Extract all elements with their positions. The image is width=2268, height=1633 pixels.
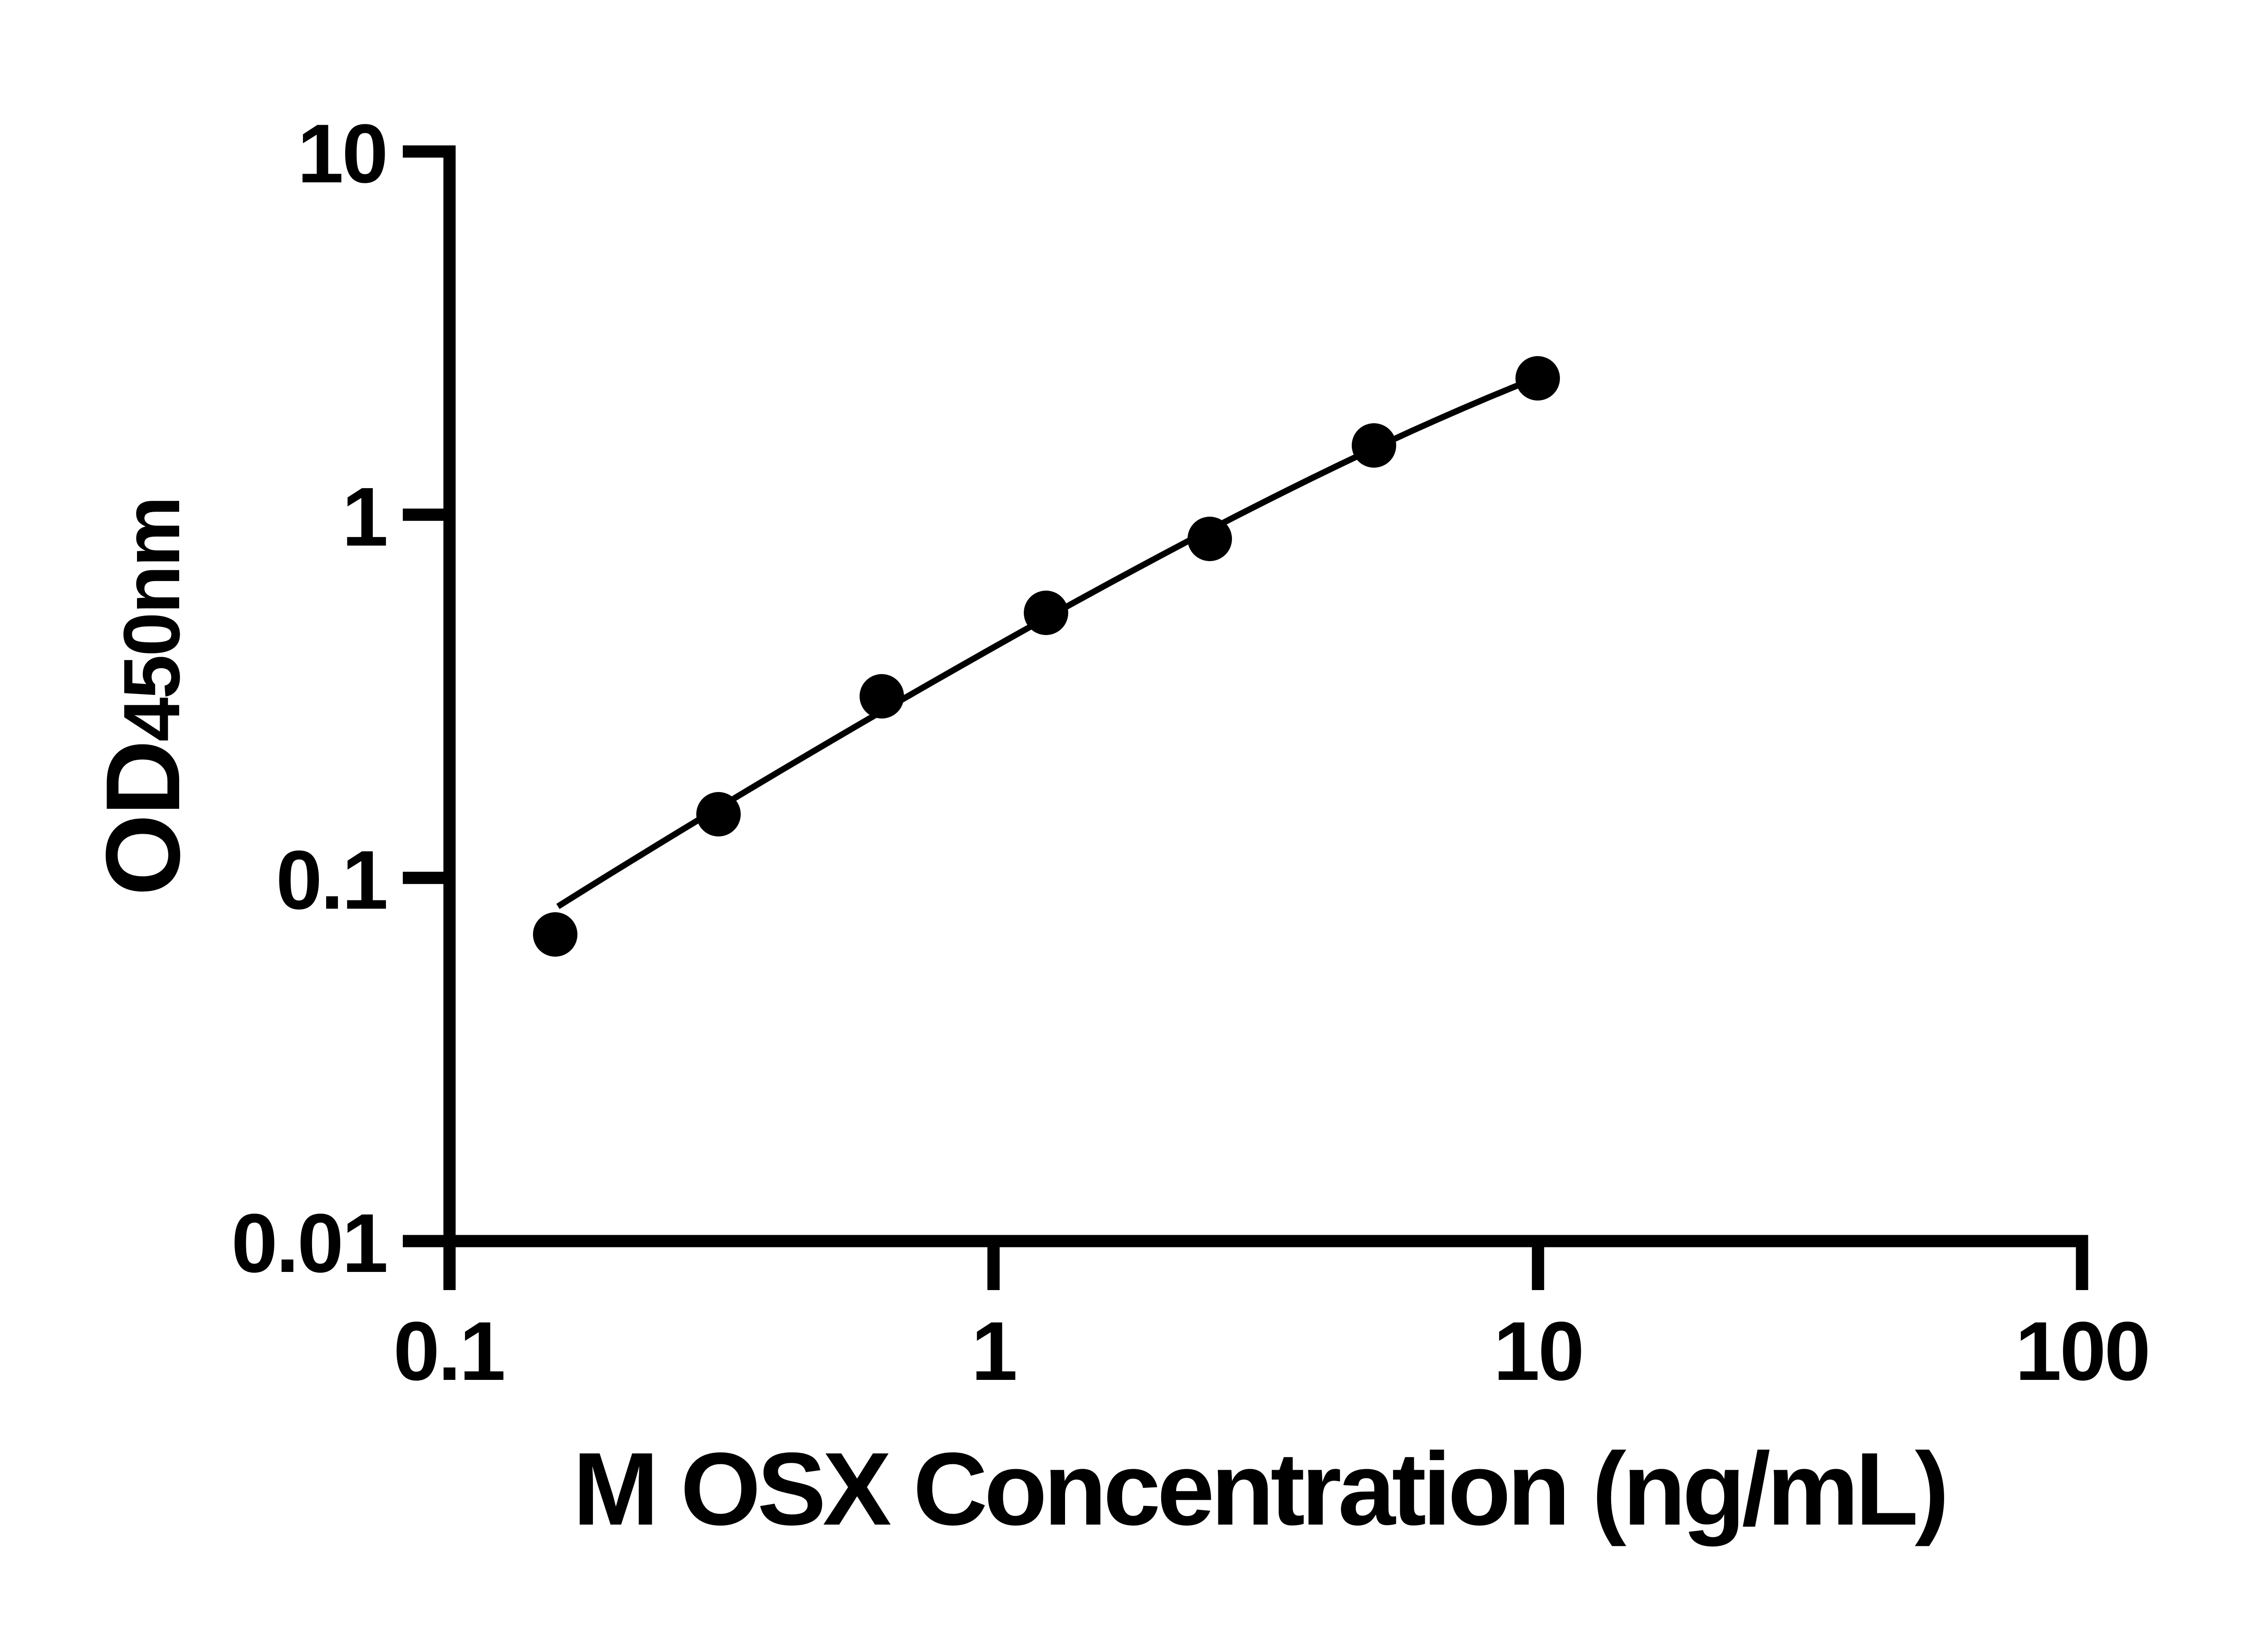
svg-text:M OSX Concentration (ng/mL): M OSX Concentration (ng/mL) [573, 1432, 1946, 1547]
svg-text:100: 100 [2015, 1304, 2149, 1398]
svg-text:OD450nm: OD450nm [84, 498, 202, 896]
svg-text:0.01: 0.01 [231, 1196, 386, 1290]
svg-text:1: 1 [342, 470, 386, 563]
svg-text:10: 10 [297, 107, 386, 200]
svg-text:1: 1 [971, 1304, 1016, 1398]
svg-text:0.1: 0.1 [276, 833, 386, 926]
svg-text:10: 10 [1493, 1304, 1583, 1398]
svg-text:0.1: 0.1 [393, 1304, 504, 1398]
